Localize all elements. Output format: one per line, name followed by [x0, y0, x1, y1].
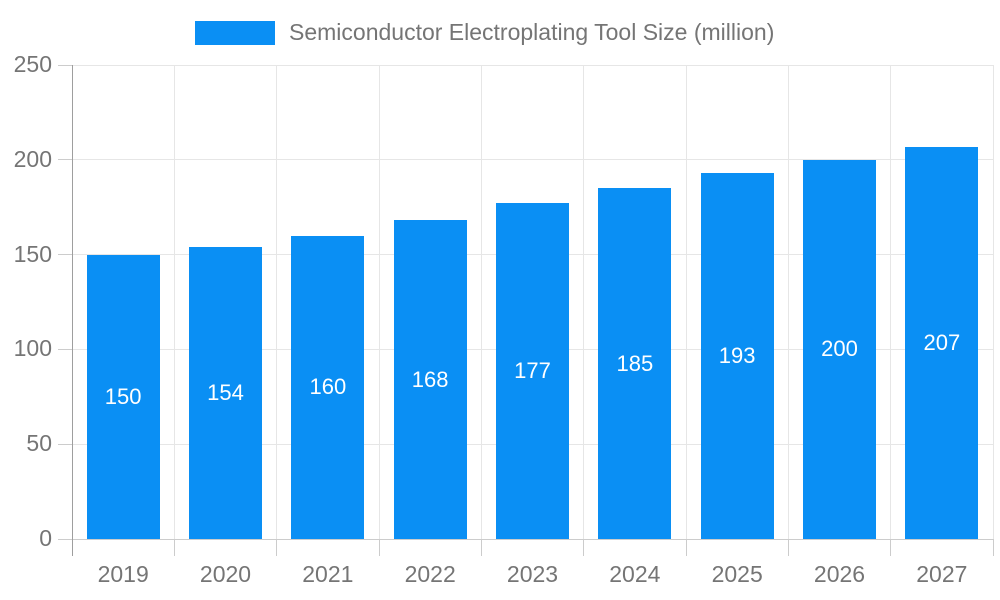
- x-axis-tick: [378, 539, 380, 556]
- y-axis-tick: [58, 254, 72, 256]
- y-axis-label: 0: [39, 525, 52, 551]
- x-axis-tick: [480, 539, 482, 556]
- bar[interactable]: 168: [393, 220, 467, 539]
- y-axis-label: 100: [13, 335, 52, 362]
- x-axis-tick: [173, 539, 175, 556]
- bar[interactable]: 160: [291, 235, 365, 539]
- bar-value-label: 177: [514, 358, 551, 384]
- bar[interactable]: 207: [905, 146, 979, 539]
- bar-value-label: 200: [821, 336, 858, 362]
- x-gridline: [583, 65, 585, 539]
- x-gridline: [276, 65, 278, 539]
- bar-value-label: 154: [207, 380, 244, 405]
- bar-value-label: 168: [411, 366, 449, 392]
- x-axis-tick: [787, 539, 789, 556]
- x-axis-tick: [890, 539, 892, 556]
- bar-value-label: 160: [309, 374, 347, 400]
- x-gridline: [992, 65, 994, 539]
- bar[interactable]: 150: [86, 254, 160, 539]
- x-axis-label: 2019: [97, 561, 149, 587]
- y-axis-tick: [58, 443, 72, 445]
- bar-value-label: 150: [104, 383, 142, 409]
- x-gridline: [685, 65, 687, 539]
- y-gridline: [72, 538, 993, 540]
- y-axis-tick: [58, 348, 72, 350]
- x-axis-label: 2022: [404, 561, 456, 587]
- bar-value-label: 193: [718, 343, 756, 369]
- y-axis-tick: [58, 159, 72, 161]
- bar[interactable]: 154: [189, 247, 262, 539]
- x-axis-label: 2021: [302, 561, 354, 587]
- chart-legend: Semiconductor Electroplating Tool Size (…: [195, 19, 774, 46]
- x-gridline: [378, 65, 380, 539]
- x-axis-tick: [583, 539, 585, 556]
- x-axis-label: 2026: [813, 561, 866, 587]
- bar[interactable]: 193: [700, 173, 774, 539]
- y-axis-label: 50: [26, 430, 52, 457]
- x-gridline: [173, 65, 175, 539]
- y-gridline: [72, 64, 993, 66]
- y-gridline: [72, 159, 993, 161]
- x-axis-label: 2027: [916, 561, 968, 587]
- x-axis-label: 2024: [609, 561, 661, 587]
- x-axis-label: 2020: [199, 561, 252, 587]
- y-axis-line: [71, 65, 73, 556]
- bar[interactable]: 185: [598, 188, 672, 539]
- x-axis-tick: [276, 539, 278, 556]
- x-gridline: [480, 65, 482, 539]
- legend-swatch: [195, 20, 275, 45]
- y-axis-label: 150: [13, 240, 52, 267]
- bar[interactable]: 200: [803, 159, 876, 539]
- legend-label: Semiconductor Electroplating Tool Size (…: [289, 19, 775, 45]
- y-axis-label: 200: [13, 145, 52, 172]
- y-axis-tick: [58, 64, 72, 66]
- x-axis-label: 2023: [506, 561, 559, 587]
- y-axis-label: 250: [13, 51, 52, 77]
- bar-value-label: 207: [923, 329, 961, 355]
- bar[interactable]: 177: [496, 203, 569, 539]
- x-axis-tick: [992, 539, 994, 556]
- x-gridline: [787, 65, 789, 539]
- x-axis-tick: [685, 539, 687, 556]
- x-gridline: [890, 65, 892, 539]
- x-axis-label: 2025: [711, 561, 763, 587]
- y-axis-tick: [58, 538, 72, 540]
- bar-value-label: 185: [616, 350, 654, 376]
